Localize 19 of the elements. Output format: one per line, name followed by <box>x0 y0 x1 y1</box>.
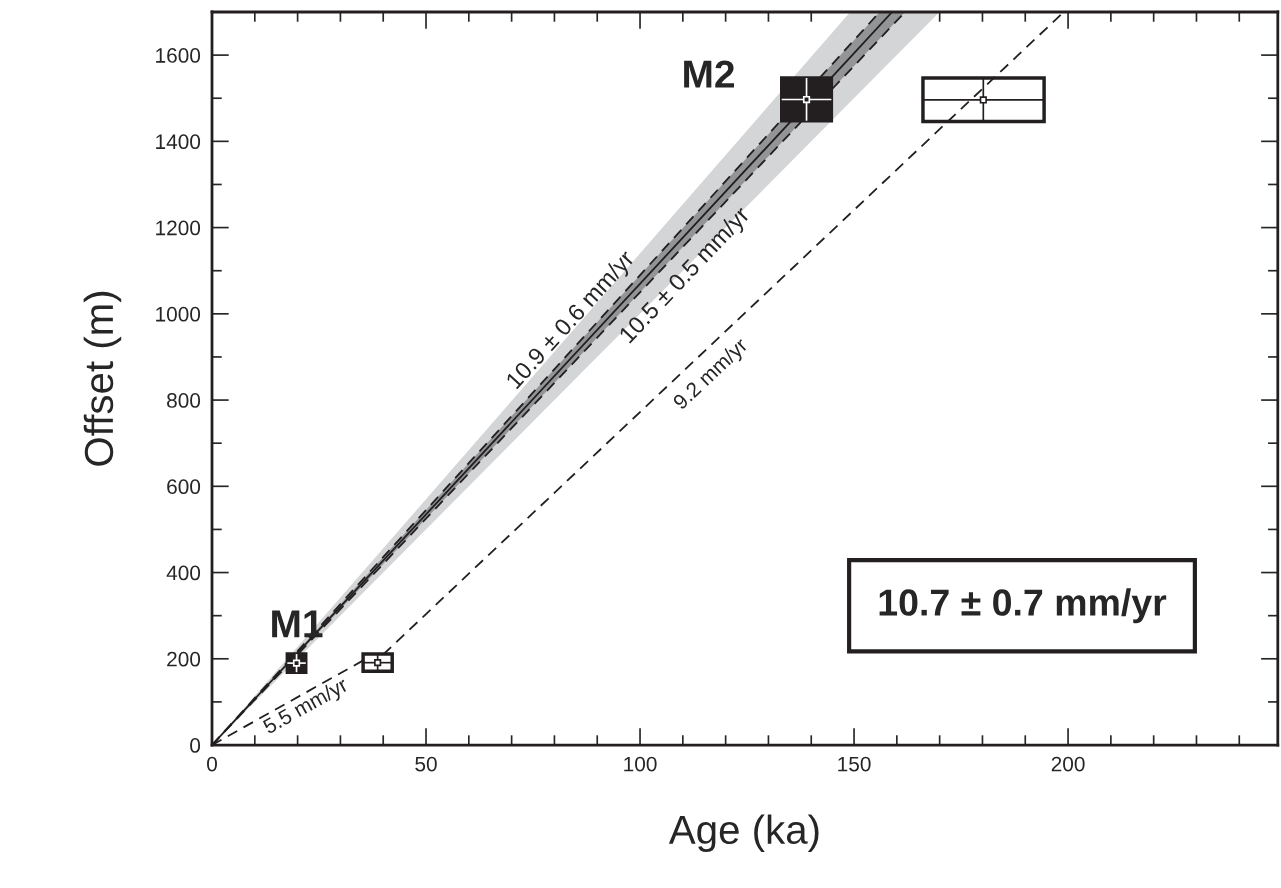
y-tick-label: 1400 <box>156 134 201 150</box>
y-tick-label: 0 <box>190 738 201 753</box>
x-tick-label: 150 <box>838 756 871 772</box>
y-tick-label: 400 <box>166 565 201 581</box>
y-tick-label: 1600 <box>156 48 201 63</box>
y-tick-label: 1000 <box>156 306 201 322</box>
x-tick-label: 0 <box>207 756 217 772</box>
series-label: M1 <box>272 610 323 638</box>
y-tick-label: 800 <box>167 393 201 408</box>
y-axis-title: Offset (m) <box>83 291 122 466</box>
x-tick-label: 50 <box>415 756 437 772</box>
annotation: 10.7 ± 0.7 mm/yr <box>879 588 1167 624</box>
legend-label: M2 <box>684 60 734 88</box>
y-tick-label: 1200 <box>156 220 201 236</box>
x-axis-title: Age (ka) <box>668 814 819 852</box>
y-tick-label: 200 <box>167 651 201 667</box>
x-tick-label: 200 <box>1051 756 1085 772</box>
x-tick-label: 100 <box>624 756 657 772</box>
y-tick-label: 600 <box>167 479 201 495</box>
